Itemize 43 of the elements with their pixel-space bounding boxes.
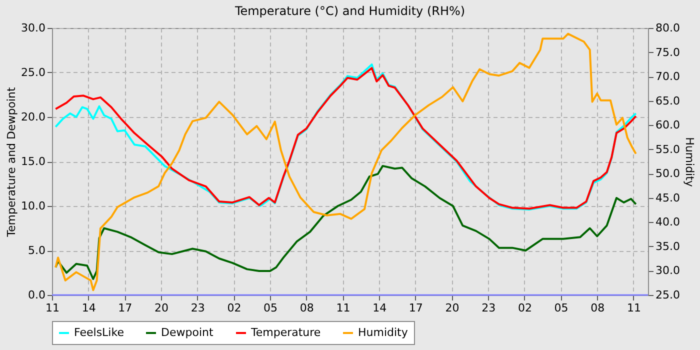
x-tick-label: 05 <box>264 302 278 314</box>
x-tick-label: 08 <box>590 302 605 314</box>
y2-tick-label: 45.0 <box>656 191 680 204</box>
x-tick-label: 23 <box>190 302 205 314</box>
legend-label: Humidity <box>358 326 408 339</box>
y2-axis-title: Humidity <box>682 137 696 188</box>
y-tick-label: 30.0 <box>21 22 46 34</box>
y2-tick-label: 60.0 <box>656 118 680 132</box>
x-tick-label: 11 <box>336 302 350 314</box>
x-tick-label: 23 <box>482 302 496 314</box>
y2-tick-label: 55.0 <box>656 142 680 156</box>
x-tick-label: 08 <box>300 302 314 314</box>
x-tick-label: 14 <box>82 302 96 314</box>
x-tick-label: 20 <box>154 302 169 314</box>
y-tick-label: 25.0 <box>21 66 46 79</box>
legend-label: Temperature <box>250 326 321 339</box>
x-tick-label: 20 <box>445 302 460 314</box>
y2-tick-label: 40.0 <box>656 216 680 229</box>
legend-label: FeelsLike <box>74 326 124 339</box>
x-tick-label: 11 <box>626 302 641 314</box>
y-tick-label: 15.0 <box>21 155 46 168</box>
y-tick-label: 20.0 <box>21 110 46 124</box>
x-tick-label: 05 <box>554 302 568 314</box>
chart-title: Temperature (°C) and Humidity (RH%) <box>234 4 466 18</box>
x-tick-label: 17 <box>118 302 132 314</box>
y-tick-label: 5.0 <box>28 244 46 257</box>
y2-tick-label: 80.0 <box>656 22 680 34</box>
y2-tick-label: 25.0 <box>656 288 680 302</box>
y-axis-title: Temperature and Dewpoint <box>5 86 18 238</box>
x-tick-label: 02 <box>518 302 532 314</box>
y2-tick-label: 50.0 <box>656 167 680 180</box>
y2-tick-label: 30.0 <box>656 264 680 278</box>
y2-tick-label: 70.0 <box>656 70 680 84</box>
x-tick-label: 17 <box>408 302 423 314</box>
legend-label: Dewpoint <box>161 326 214 339</box>
y2-tick-label: 35.0 <box>656 240 680 253</box>
x-tick-label: 11 <box>46 302 60 314</box>
x-tick-label: 02 <box>227 302 242 314</box>
y2-tick-label: 75.0 <box>656 46 680 59</box>
y-tick-label: 0.0 <box>28 288 46 302</box>
y-tick-label: 10.0 <box>21 200 46 212</box>
x-tick-label: 14 <box>372 302 387 314</box>
y2-tick-label: 65.0 <box>656 94 680 108</box>
